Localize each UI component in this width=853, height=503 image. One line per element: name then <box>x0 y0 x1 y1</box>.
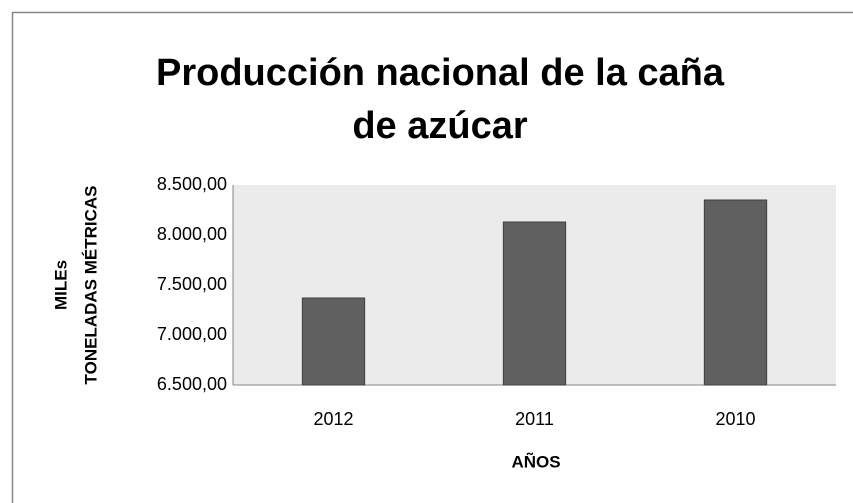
chart-title: Producción nacional de la caña <box>156 52 725 94</box>
y-axis-title: TONELADAS MÉTRICAS <box>81 186 100 385</box>
y-tick-label: 8.000,00 <box>157 224 227 244</box>
x-tick-label: 2011 <box>515 409 554 429</box>
y-axis-title: MILEs <box>51 260 70 310</box>
y-tick-label: 6.500,00 <box>157 374 227 394</box>
x-tick-label: 2010 <box>715 409 755 429</box>
y-tick-label: 7.500,00 <box>157 274 227 294</box>
bar <box>301 297 366 386</box>
bar <box>502 221 567 386</box>
x-axis-title: AÑOS <box>511 451 560 471</box>
x-tick-label: 2012 <box>313 409 353 429</box>
chart-title: de azúcar <box>352 105 528 147</box>
y-tick-label: 8.500,00 <box>157 174 227 194</box>
bar <box>703 199 768 386</box>
y-tick-label: 7.000,00 <box>157 324 227 344</box>
